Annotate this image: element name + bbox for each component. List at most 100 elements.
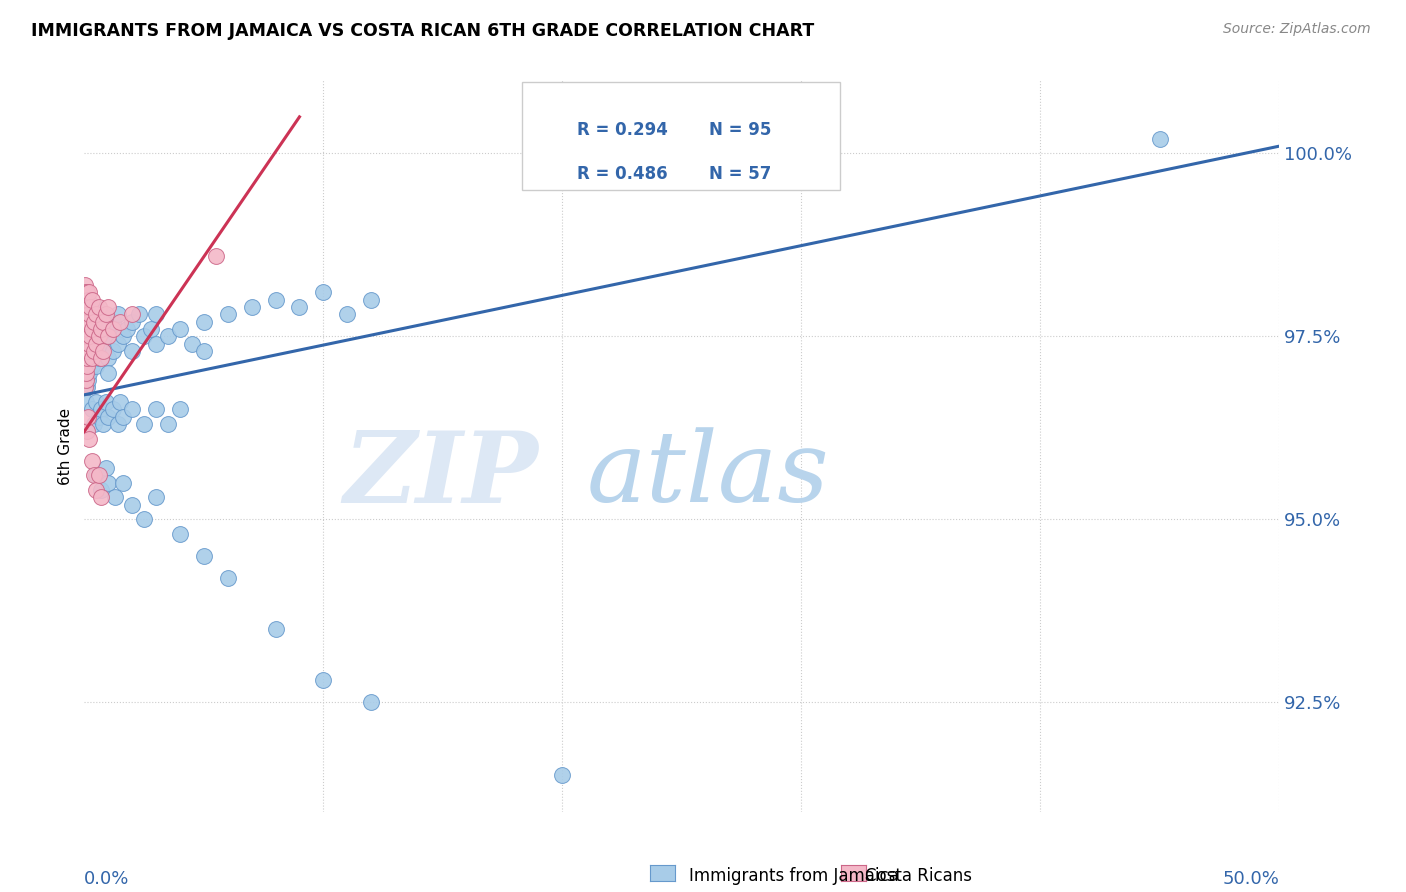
- Point: [77, 366, 100, 380]
- Point: [90, 483, 112, 497]
- Point: [77, 432, 100, 446]
- Point: [312, 673, 335, 687]
- Point: [141, 322, 163, 336]
- Point: [121, 402, 143, 417]
- Point: [75, 343, 97, 358]
- Point: [77, 307, 100, 321]
- Point: [83, 417, 105, 431]
- Point: [80, 351, 103, 366]
- Text: 0.0%: 0.0%: [84, 870, 129, 888]
- Y-axis label: 6th Grade: 6th Grade: [58, 408, 73, 484]
- Text: Source: ZipAtlas.com: Source: ZipAtlas.com: [1223, 22, 1371, 37]
- Point: [77, 315, 100, 329]
- Point: [1149, 132, 1171, 146]
- Point: [169, 402, 191, 417]
- Point: [111, 475, 134, 490]
- Point: [75, 336, 97, 351]
- Point: [75, 285, 97, 300]
- Point: [80, 343, 103, 358]
- Point: [80, 322, 103, 336]
- Point: [77, 373, 100, 387]
- Text: IMMIGRANTS FROM JAMAICA VS COSTA RICAN 6TH GRADE CORRELATION CHART: IMMIGRANTS FROM JAMAICA VS COSTA RICAN 6…: [31, 22, 814, 40]
- Text: atlas: atlas: [586, 427, 830, 523]
- Point: [83, 307, 105, 321]
- Text: R = 0.486: R = 0.486: [578, 165, 668, 183]
- Point: [145, 490, 167, 504]
- Point: [83, 468, 105, 483]
- Point: [83, 336, 105, 351]
- Point: [157, 329, 180, 343]
- Point: [86, 359, 108, 373]
- Point: [77, 307, 100, 321]
- Point: [76, 366, 98, 380]
- Point: [360, 695, 382, 709]
- Point: [110, 315, 132, 329]
- Point: [94, 461, 117, 475]
- Point: [75, 395, 97, 409]
- Point: [90, 351, 112, 366]
- Point: [80, 359, 103, 373]
- Point: [87, 409, 110, 424]
- Point: [86, 300, 108, 314]
- Point: [551, 768, 574, 782]
- Point: [107, 417, 129, 431]
- Point: [77, 293, 100, 307]
- Point: [193, 549, 215, 563]
- Point: [86, 483, 108, 497]
- Point: [86, 307, 108, 321]
- Point: [76, 329, 98, 343]
- Point: [76, 351, 98, 366]
- Point: [97, 300, 120, 314]
- Point: [87, 300, 110, 314]
- Point: [75, 373, 97, 387]
- Point: [86, 395, 108, 409]
- Point: [87, 468, 110, 483]
- Point: [76, 285, 98, 300]
- Point: [75, 359, 97, 373]
- Point: [77, 336, 100, 351]
- Point: [336, 307, 359, 321]
- Point: [77, 359, 100, 373]
- Point: [75, 351, 97, 366]
- Point: [86, 468, 108, 483]
- Point: [76, 380, 98, 394]
- Point: [264, 293, 287, 307]
- Point: [94, 329, 117, 343]
- Point: [77, 343, 100, 358]
- Point: [80, 315, 103, 329]
- Point: [76, 359, 98, 373]
- Point: [80, 453, 103, 467]
- Point: [288, 300, 311, 314]
- Point: [97, 329, 120, 343]
- Point: [101, 322, 124, 336]
- Point: [169, 526, 191, 541]
- Point: [94, 395, 117, 409]
- Point: [76, 336, 98, 351]
- Point: [97, 351, 120, 366]
- Point: [79, 329, 101, 343]
- Point: [132, 512, 156, 526]
- Point: [101, 315, 124, 329]
- Point: [77, 351, 100, 366]
- Point: [101, 402, 124, 417]
- Point: [93, 336, 115, 351]
- Point: [145, 336, 167, 351]
- Point: [75, 278, 97, 293]
- Point: [86, 329, 108, 343]
- Point: [90, 322, 112, 336]
- Point: [121, 307, 143, 321]
- Point: [76, 351, 98, 366]
- Point: [83, 315, 105, 329]
- Point: [312, 285, 335, 300]
- Point: [75, 293, 97, 307]
- Point: [240, 300, 263, 314]
- Point: [110, 395, 132, 409]
- Point: [75, 380, 97, 394]
- Text: R = 0.294: R = 0.294: [578, 120, 668, 138]
- Point: [75, 300, 97, 314]
- Point: [90, 343, 112, 358]
- Point: [217, 571, 239, 585]
- Point: [75, 322, 97, 336]
- Point: [193, 315, 215, 329]
- Point: [75, 329, 97, 343]
